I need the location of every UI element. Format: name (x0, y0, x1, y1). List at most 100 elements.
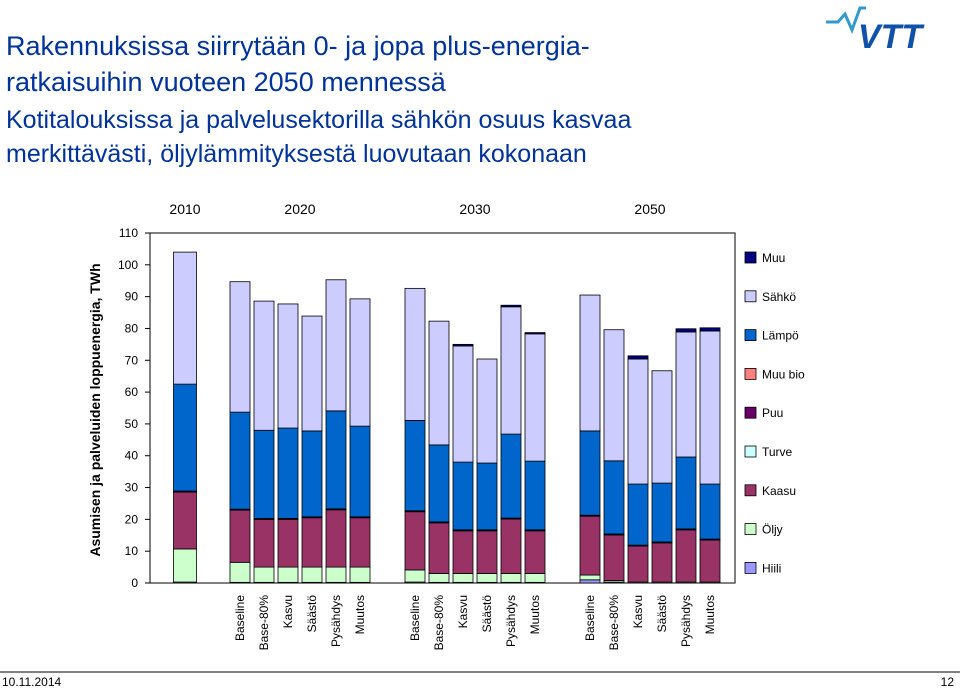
bar-segment (651, 482, 673, 543)
legend-swatch (744, 329, 757, 342)
group-label: 2020 (284, 201, 315, 217)
x-tick-label: Base-80% (432, 595, 446, 651)
bar-segment (229, 411, 251, 510)
logo: VTT (858, 18, 925, 56)
legend-label: Muu (762, 251, 785, 265)
legend-swatch (744, 251, 757, 264)
bar-segment (524, 333, 546, 462)
bar-segment (301, 566, 323, 583)
bar-segment (675, 456, 697, 530)
bar-segment (277, 303, 299, 429)
y-tick-label: 110 (119, 226, 138, 240)
y-tick-label: 100 (118, 258, 138, 272)
legend-label: Turve (762, 445, 793, 459)
x-tick-label: Baseline (583, 595, 597, 641)
legend-label: Puu (762, 406, 783, 420)
bar-segment (349, 517, 371, 568)
bar-segment (253, 566, 275, 583)
bar-segment (428, 444, 450, 523)
legend-swatch (744, 484, 757, 497)
bar-segment (500, 518, 522, 574)
bar-segment (253, 518, 275, 568)
bar-segment (452, 345, 474, 463)
bar-segment (699, 327, 721, 332)
y-tick-label: 90 (125, 290, 139, 304)
group-label: 2030 (459, 201, 490, 217)
legend-swatch (744, 406, 757, 419)
legend-swatch (744, 367, 757, 380)
bar-segment (173, 491, 197, 550)
bar-segment (325, 410, 347, 510)
bar-segment (229, 281, 251, 413)
legend-label: Sähkö (762, 290, 796, 304)
bar-segment (603, 534, 625, 581)
bar-segment (452, 530, 474, 574)
legend-swatch (744, 290, 757, 303)
bar-segment (452, 461, 474, 531)
bar-segment (277, 518, 299, 568)
bar-segment (524, 530, 546, 574)
x-tick-label: Säästö (305, 595, 319, 633)
bar-segment (500, 433, 522, 519)
bar-segment (524, 460, 546, 531)
footer-date: 10.11.2014 (2, 675, 61, 689)
bar-segment (627, 545, 649, 583)
bar-segment (452, 343, 474, 347)
bar-segment (627, 355, 649, 360)
bar-segment (404, 511, 426, 571)
legend-swatch (744, 523, 757, 535)
legend-label: Öljy (762, 523, 783, 537)
bar-segment (277, 427, 299, 519)
bar-segment (651, 542, 673, 583)
bar-segment (675, 529, 697, 583)
y-tick-label: 40 (125, 449, 139, 463)
bar-segment (173, 251, 197, 385)
bar-segment (524, 332, 546, 335)
bar-segment (699, 330, 721, 485)
bar-segment (404, 420, 426, 512)
y-tick-label: 0 (131, 576, 138, 590)
bar-segment (173, 383, 197, 492)
bar-segment (253, 300, 275, 431)
footer-page: 12 (941, 675, 955, 689)
x-tick-label: Baseline (233, 595, 247, 641)
bar-segment (603, 460, 625, 535)
x-tick-label: Base-80% (257, 595, 271, 651)
bar-segment (627, 358, 649, 485)
y-tick-label: 60 (125, 385, 139, 399)
bar-segment (500, 306, 522, 435)
bar-segment (500, 304, 522, 308)
bar-segment (301, 430, 323, 518)
x-tick-label: Kasvu (281, 595, 295, 628)
bar-segment (325, 566, 347, 583)
bar-segment (627, 483, 649, 546)
bar-segment (404, 569, 426, 583)
bar-segment (579, 515, 601, 576)
x-tick-label: Muutos (353, 595, 367, 634)
bar-segment (404, 287, 426, 421)
bar-segment (349, 425, 371, 518)
x-tick-label: Muutos (703, 595, 717, 634)
logo-wave (826, 6, 866, 35)
y-tick-label: 80 (125, 321, 139, 335)
title-line: Rakennuksissa siirrytään 0- ja jopa plus… (6, 31, 590, 61)
bar-segment (173, 548, 197, 583)
bar-segment (428, 320, 450, 446)
bar-segment (476, 530, 498, 574)
x-tick-label: Kasvu (456, 595, 470, 628)
bar-segment (253, 429, 275, 519)
x-tick-label: Baseline (408, 595, 422, 641)
bar-segment (579, 294, 601, 432)
x-tick-label: Pysähdys (504, 595, 518, 647)
bar-segment (349, 566, 371, 583)
bar-segment (476, 573, 498, 583)
legend-swatch (744, 445, 757, 458)
bar-segment (349, 298, 371, 427)
legend-label: Lämpö (762, 329, 799, 343)
x-tick-label: Säästö (480, 595, 494, 633)
bar-segment (229, 561, 251, 583)
bar-segment (699, 483, 721, 540)
bar-segment (699, 539, 721, 583)
legend-label: Kaasu (762, 484, 796, 498)
